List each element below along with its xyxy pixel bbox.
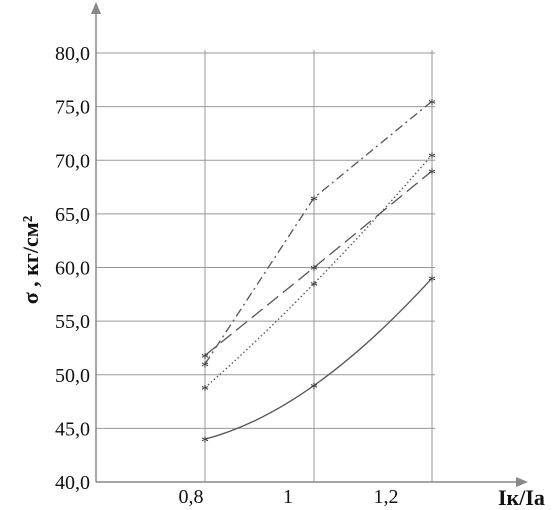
series-line-1 <box>204 277 433 440</box>
y-tick-label: 80,0 <box>55 43 90 65</box>
data-point-marker: * <box>201 434 209 451</box>
data-point-marker: * <box>428 96 436 113</box>
x-tick-label: 1 <box>283 486 293 508</box>
data-point-marker: * <box>428 273 436 290</box>
y-axis-ticks: 40,0 45,0 50,0 55,0 60,0 65,0 70,0 75,0 80,0 <box>55 43 90 494</box>
series-line-4 <box>204 100 433 365</box>
data-point-marker: * <box>428 166 436 183</box>
y-axis-label: σ , кг/см² <box>18 215 43 304</box>
y-tick-label: 40,0 <box>55 472 90 494</box>
y-tick-label: 65,0 <box>55 204 90 226</box>
data-point-marker: * <box>428 150 436 167</box>
data-point-marker: * <box>201 383 209 400</box>
y-tick-label: 50,0 <box>55 365 90 387</box>
x-axis-ticks: 0,8 1 1,2 <box>179 486 399 508</box>
y-tick-label: 45,0 <box>55 418 90 440</box>
x-tick-label: 1,2 <box>374 486 399 508</box>
y-tick-label: 70,0 <box>55 150 90 172</box>
y-tick-label: 60,0 <box>55 258 90 280</box>
series-markers: ************ <box>201 96 436 451</box>
data-point-marker: * <box>310 193 318 210</box>
data-point-marker: * <box>310 263 318 280</box>
series-line-3 <box>204 170 433 356</box>
axes <box>91 2 528 487</box>
series-line-2 <box>204 154 433 389</box>
data-point-marker: * <box>201 359 209 376</box>
y-tick-label: 75,0 <box>55 97 90 119</box>
y-axis-arrow <box>91 2 101 14</box>
grid <box>96 50 435 482</box>
y-tick-label: 55,0 <box>55 311 90 333</box>
x-axis-arrow <box>516 477 528 487</box>
data-point-marker: * <box>310 380 318 397</box>
series-lines <box>204 100 433 440</box>
x-axis-label: Iк/Iа <box>498 485 545 510</box>
x-tick-label: 0,8 <box>179 486 204 508</box>
data-point-marker: * <box>201 350 209 367</box>
data-point-marker: * <box>310 279 318 296</box>
